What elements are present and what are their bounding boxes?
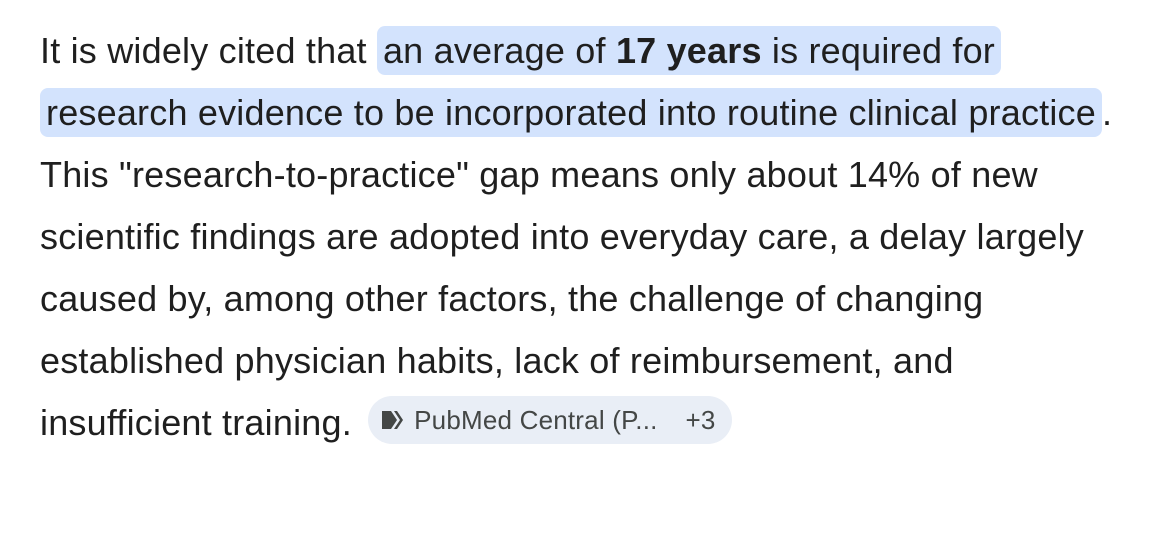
text: . This "research-to-practice" gap means … — [40, 92, 1113, 443]
text: It is widely cited that — [40, 30, 367, 71]
bold-text: 17 years — [615, 30, 762, 71]
source-icon — [382, 411, 404, 429]
text: is required for research evidence to be … — [46, 30, 1096, 133]
text: an average of — [382, 30, 606, 71]
citation-more: +3 — [685, 405, 716, 435]
citation-chip[interactable]: PubMed Central (P... +3 — [368, 396, 732, 444]
citation-source: PubMed Central (P... — [414, 405, 658, 435]
answer-paragraph: It is widely cited that an average of 17… — [40, 20, 1130, 454]
